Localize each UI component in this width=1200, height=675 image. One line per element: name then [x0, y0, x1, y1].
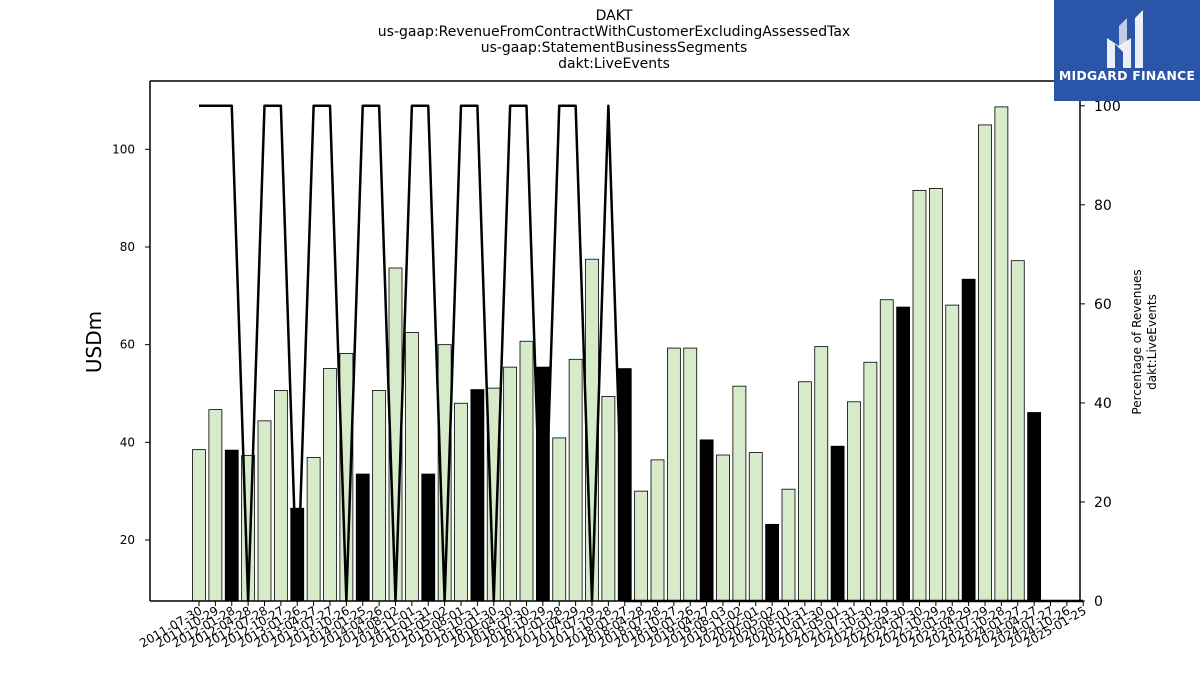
chart-title: DAKT us-gaap:RevenueFromContractWithCust…: [378, 8, 850, 72]
bar: [879, 299, 894, 602]
bar: [699, 439, 714, 602]
bar: [748, 452, 763, 602]
bar: [1027, 412, 1042, 602]
x-ticks: 2011-07-302011-10-292012-01-282012-04-28…: [137, 601, 1089, 650]
y2-axis-label-line-1: Percentage of Revenues: [1130, 269, 1144, 414]
axes-layer: [149, 80, 1081, 602]
bar: [568, 358, 583, 602]
y-tick-label: 80: [120, 240, 135, 254]
bar: [814, 346, 829, 602]
y-tick-label: 60: [120, 338, 135, 352]
logo-text: MIDGARD FINANCE: [1058, 68, 1196, 83]
y-tick-label: 20: [120, 533, 135, 547]
bar: [273, 390, 288, 602]
bar: [601, 396, 616, 602]
bar: [928, 188, 943, 602]
y2-tick-label: 100: [1094, 99, 1121, 115]
bar: [797, 381, 812, 602]
y2-tick-label: 0: [1094, 594, 1103, 610]
y-tick-label: 100: [112, 142, 135, 156]
bar: [781, 488, 796, 602]
y-ticks: 20 40 60 80 100: [112, 142, 150, 547]
bar: [666, 347, 681, 602]
y-tick-label: 40: [120, 435, 135, 449]
title-line-1: DAKT: [596, 8, 633, 24]
y2-axis-label-line-2: dakt:LiveEvents: [1145, 294, 1159, 390]
y2-tick-label: 40: [1094, 396, 1112, 412]
y2-tick-label: 60: [1094, 297, 1112, 313]
brand-logo: MIDGARD FINANCE: [1054, 0, 1200, 101]
bar: [1010, 260, 1025, 602]
bar: [732, 385, 747, 602]
bar: [830, 445, 845, 602]
bar: [470, 389, 485, 602]
bar: [323, 368, 337, 602]
bar: [257, 420, 272, 602]
title-line-4: dakt:LiveEvents: [558, 56, 670, 72]
bar: [421, 473, 436, 602]
bar: [847, 401, 861, 602]
title-line-3: us-gaap:StatementBusinessSegments: [481, 40, 748, 56]
bar: [863, 361, 878, 602]
bar: [994, 106, 1009, 602]
y2-ticks: 0 20 40 60 80 100: [1080, 99, 1121, 610]
bar: [634, 490, 649, 602]
bar: [945, 304, 960, 602]
bar: [372, 390, 387, 602]
title-line-2: us-gaap:RevenueFromContractWithCustomerE…: [378, 24, 850, 40]
bar: [519, 340, 534, 602]
bar: [454, 402, 468, 602]
bar: [208, 409, 223, 602]
y2-tick-label: 20: [1094, 495, 1112, 511]
bar: [404, 332, 419, 602]
bar: [765, 523, 780, 602]
bar: [224, 449, 239, 602]
bar: [503, 366, 518, 602]
bar: [912, 189, 927, 602]
bar: [306, 457, 321, 602]
bar: [192, 449, 206, 602]
logo-mark-icon: [1107, 10, 1143, 68]
bar: [683, 347, 698, 602]
y-axis-label: USDm: [82, 311, 106, 373]
bar: [355, 473, 370, 602]
bar: [650, 459, 665, 602]
bar: [716, 454, 730, 602]
bar: [552, 437, 567, 602]
bar: [978, 124, 992, 602]
bar: [896, 306, 911, 602]
y2-tick-label: 80: [1094, 198, 1112, 214]
bar: [961, 278, 976, 602]
